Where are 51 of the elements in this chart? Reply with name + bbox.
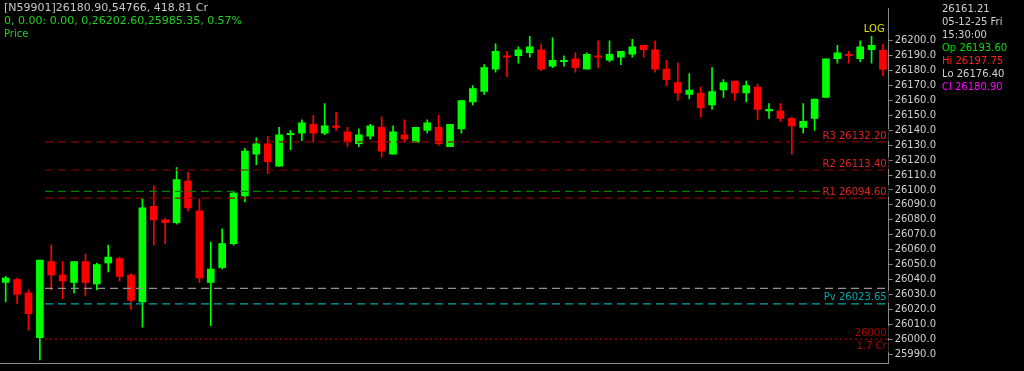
y-tick-label: 26190.0 <box>894 49 937 61</box>
candlestick <box>1 276 10 303</box>
y-tick-label: 26110.0 <box>894 168 937 180</box>
y-tick-label: 26040.0 <box>894 273 937 285</box>
y-tick-label: 26010.0 <box>894 317 937 329</box>
y-axis-title: Price <box>4 27 29 39</box>
candlestick <box>503 50 511 77</box>
candlestick <box>765 103 773 119</box>
candlestick <box>320 103 329 136</box>
candlestick <box>844 50 853 64</box>
ref-line-label: R3 26132.20 <box>822 129 887 141</box>
y-tick-label: 26060.0 <box>894 243 937 255</box>
text: Op 26193.60 <box>942 41 1008 53</box>
text: Cl 26180.90 <box>942 80 1003 92</box>
y-tick-label: 26200.0 <box>894 34 937 46</box>
y-tick-label: 26090.0 <box>894 198 937 210</box>
y-tick-label: 26140.0 <box>894 123 937 135</box>
text: 15:30:00 <box>942 28 987 40</box>
candlestick <box>685 73 694 100</box>
y-tick-label: 26180.0 <box>894 64 937 76</box>
ref-line-label: R2 26113.40 <box>822 157 887 169</box>
text: Lo 26176.40 <box>942 67 1005 79</box>
text: 0, 0.00: 0.00, 0,26202.60,25985.35, 0.57% <box>4 14 243 28</box>
ref-line-label: R1 26094.60 <box>822 185 887 197</box>
candlestick <box>206 241 215 327</box>
y-tick-label: 26070.0 <box>894 228 937 240</box>
chart-title: [N59901]26180.90,54766, 418.81 Cr <box>4 1 209 15</box>
candlestick <box>332 112 340 131</box>
text: Hi 26197.75 <box>942 54 1004 66</box>
y-tick-label: 26170.0 <box>894 79 937 91</box>
y-tick-label: 26150.0 <box>894 108 937 120</box>
y-tick-label: 25990.0 <box>894 347 937 359</box>
y-tick-label: 26100.0 <box>894 183 937 195</box>
candlestick <box>594 40 602 68</box>
text: 05-12-25 Fri <box>942 15 1003 27</box>
y-tick-label: 26080.0 <box>894 213 937 225</box>
y-tick-label: 26030.0 <box>894 287 937 299</box>
candlestick <box>104 244 113 273</box>
y-tick-label: 26120.0 <box>894 153 937 165</box>
annotation: LOG <box>863 22 885 34</box>
text: 26161.21 <box>942 2 990 14</box>
ref-line-label: 26000 1.7 Cr <box>854 326 888 351</box>
y-tick-label: 26160.0 <box>894 94 937 106</box>
candlestick <box>161 217 170 244</box>
y-tick-label: 26020.0 <box>894 302 937 314</box>
ref-line-label: Pv 26023.65 <box>823 291 887 303</box>
y-tick-label: 26050.0 <box>894 258 937 270</box>
candlestick <box>560 55 568 67</box>
candlestick <box>799 103 808 134</box>
y-tick-label: 26130.0 <box>894 138 937 150</box>
y-tick-label: 26000.0 <box>894 332 937 344</box>
